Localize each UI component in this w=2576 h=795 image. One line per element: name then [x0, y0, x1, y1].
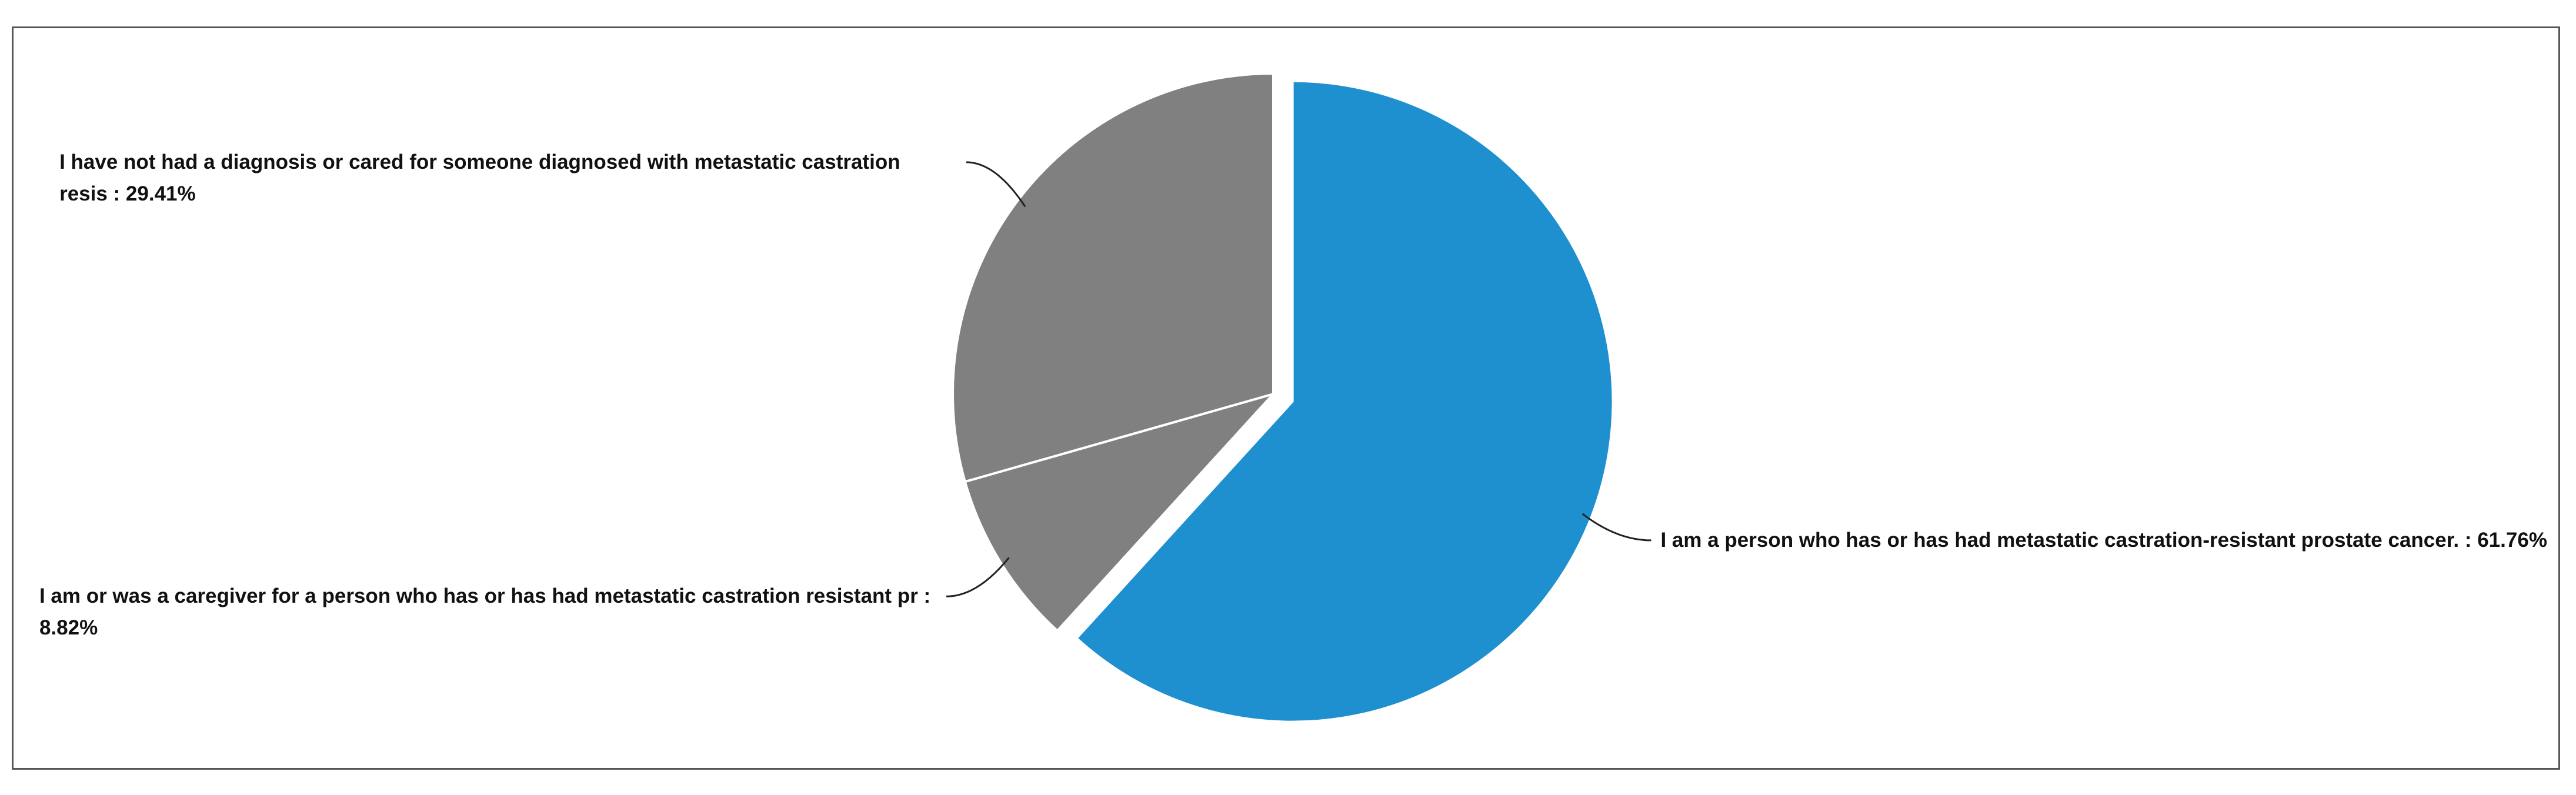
- pie-slice: [952, 72, 1274, 483]
- data-label: I am or was a caregiver for a person who…: [39, 584, 931, 640]
- data-label: I am a person who has or has had metasta…: [1660, 528, 2547, 552]
- leader-line: [946, 557, 1010, 597]
- leader-line: [1581, 513, 1651, 542]
- leader-line: [966, 161, 1026, 208]
- chart-frame: [12, 26, 2560, 770]
- data-label: I have not had a diagnosis or cared for …: [59, 150, 900, 205]
- pie-slice: [963, 392, 1277, 633]
- pie-slice: [1075, 79, 1614, 723]
